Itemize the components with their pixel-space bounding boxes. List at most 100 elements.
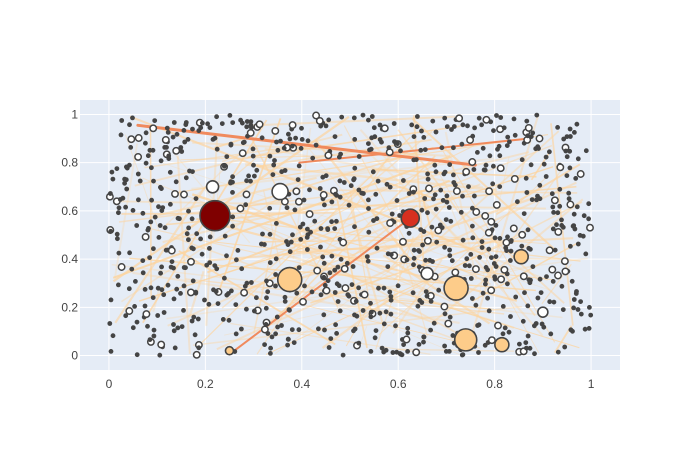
node-point [406,191,412,196]
node-point [377,122,383,128]
node-point [434,239,440,245]
node-point [271,162,277,168]
node-point [368,348,374,354]
node-point [328,336,334,341]
node-point [282,294,288,300]
node-point [374,245,380,251]
node-point [340,264,349,273]
node-point [333,191,338,197]
node-point [147,255,152,260]
node-point [313,266,322,275]
node-point [401,342,406,347]
node-point [318,292,324,298]
edge [161,151,243,230]
node-point [525,133,531,139]
node-point [495,146,500,152]
node-point [215,301,221,306]
edge [112,155,451,279]
node-point [480,145,486,151]
node-point [472,125,477,131]
highlighted-node-point [276,266,303,293]
node-point [145,153,151,159]
node-point [433,129,439,135]
node-point [326,345,332,350]
highlighted-node-point [224,345,235,356]
node-point [386,145,392,151]
node-point [273,272,278,277]
node-point [360,191,366,196]
node-point [149,197,154,203]
node-point [181,127,187,133]
node-point [482,342,488,348]
node-point [296,265,302,270]
node-point [444,124,450,129]
node-point [127,122,132,128]
node-point [228,180,233,186]
highlighted-node-point [199,199,231,232]
node-point [187,168,192,174]
node-point [523,175,529,181]
node-point [293,135,298,141]
node-point [519,243,525,249]
node-point [524,123,533,132]
node-point [513,294,519,300]
node-point [116,250,122,256]
node-point [326,117,332,123]
node-point [365,258,371,264]
node-point [165,282,171,288]
node-point [150,246,156,252]
x-axis-ticks: 0 0.2 0.4 0.6 0.8 1 [106,377,595,391]
node-point [305,210,314,219]
node-point [118,132,124,138]
edge [382,180,434,199]
node-point [162,225,168,231]
node-point [254,167,260,173]
node-point [143,160,149,166]
node-point [505,234,510,240]
node-point [307,187,312,193]
node-point [294,290,300,296]
node-point [274,314,280,320]
node-point [402,335,411,344]
node-point [577,232,583,238]
node-point [477,254,482,260]
node-point [285,336,291,342]
node-point [386,219,395,228]
node-point [413,157,419,162]
edge [336,304,462,356]
node-point [157,184,163,190]
edge [397,129,536,317]
node-point [500,303,506,309]
node-point [421,339,426,345]
node-point [171,189,179,198]
node-point [159,208,165,213]
node-point [259,135,265,141]
node-point [583,251,589,257]
node-point [582,326,588,332]
node-point [267,205,273,211]
y-tick-label: 0.4 [61,252,78,266]
node-point [535,144,541,150]
node-point [171,265,176,271]
node-point [323,123,329,129]
node-point [411,189,416,195]
node-point [183,175,189,181]
node-point [525,303,531,309]
node-point [344,260,350,266]
node-point [496,164,505,173]
node-point [199,251,205,257]
node-point [130,207,136,213]
node-point [550,226,556,232]
node-point [559,283,565,289]
node-point [304,226,310,232]
node-point [365,117,371,123]
node-point [142,310,151,319]
node-point [502,238,511,247]
node-point [485,187,494,196]
node-point [327,270,333,276]
node-point [288,121,297,130]
node-point [292,207,298,213]
node-point [555,210,561,216]
node-point [587,304,592,310]
node-point [196,128,202,134]
